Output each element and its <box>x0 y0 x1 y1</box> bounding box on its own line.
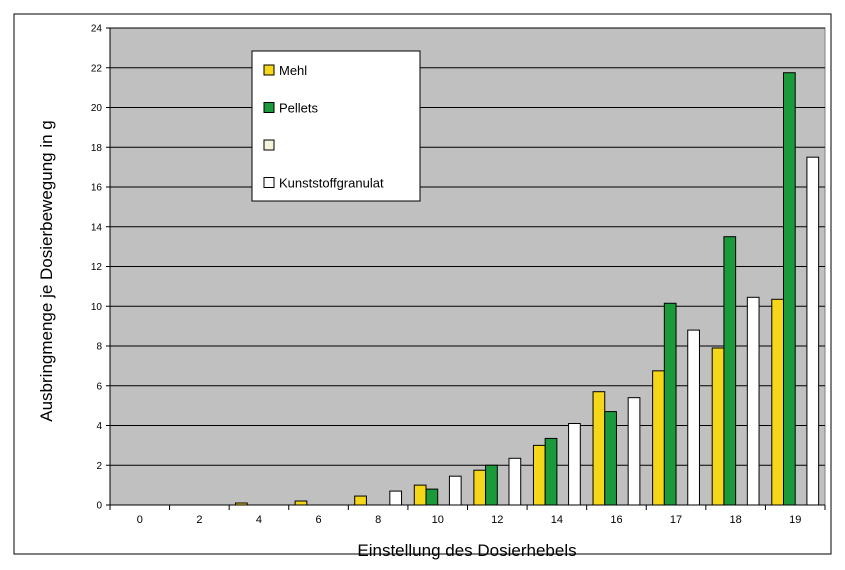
bar <box>806 156 820 506</box>
bar <box>473 469 487 506</box>
bar <box>652 370 665 506</box>
x-tick-label: 16 <box>610 514 622 526</box>
y-tick-label: 14 <box>91 222 103 233</box>
bar <box>425 488 439 506</box>
legend-swatch <box>263 177 275 188</box>
x-tick-label: 8 <box>375 514 381 526</box>
y-tick-label: 18 <box>91 143 103 154</box>
legend-box <box>251 50 421 202</box>
y-axis-title: Ausbringmenge je Dosierbewegung in g <box>37 120 56 421</box>
bar <box>604 411 617 506</box>
y-tick-label: 6 <box>96 381 102 392</box>
x-axis-title: Einstellung des Dosierhebels <box>357 541 576 560</box>
bar <box>783 72 796 506</box>
x-tick-label: 4 <box>256 514 262 526</box>
legend-swatch <box>263 64 275 76</box>
bar <box>592 391 606 506</box>
x-tick-labels: 0 2 4 6 8 10 12 14 16 17 18 19 <box>109 505 826 526</box>
bar <box>568 423 581 506</box>
x-tick-label: 10 <box>432 514 444 526</box>
legend-label: Kunststoffgranulat <box>279 176 384 191</box>
bar <box>663 302 677 506</box>
bar <box>771 298 784 506</box>
x-tick-label: 19 <box>789 514 801 526</box>
y-tick-label: 8 <box>96 342 102 353</box>
bar <box>485 464 498 506</box>
bar <box>294 500 308 506</box>
bar <box>354 495 367 506</box>
y-tick-label: 4 <box>96 421 102 432</box>
y-tick-label: 12 <box>91 262 103 273</box>
legend-swatch <box>263 102 275 113</box>
x-tick-label: 14 <box>551 514 563 526</box>
bar <box>413 484 427 506</box>
x-tick-label: 18 <box>730 514 742 526</box>
bar <box>508 457 522 506</box>
bar <box>723 236 737 506</box>
legend-label: Pellets <box>279 101 319 116</box>
legend-label: Mehl <box>279 63 307 78</box>
y-tick-label: 24 <box>91 24 103 35</box>
gridlines <box>110 27 825 466</box>
legend: Mehl Pellets Kunststoffgranulat <box>251 50 421 202</box>
y-tick-label: 22 <box>91 63 103 74</box>
x-tick-label: 0 <box>137 514 143 526</box>
bar <box>544 437 558 506</box>
bar <box>746 296 760 506</box>
x-tick-label: 17 <box>670 514 682 526</box>
y-tick-label: 20 <box>91 103 103 114</box>
x-tick-label: 2 <box>196 514 202 526</box>
y-tick-label: 16 <box>91 183 103 194</box>
bar <box>532 444 546 506</box>
bar <box>627 397 641 506</box>
bar <box>711 347 725 506</box>
x-tick-label: 6 <box>315 514 321 526</box>
x-tick-label: 12 <box>491 514 503 526</box>
bar <box>448 475 462 506</box>
legend-swatch <box>263 139 275 151</box>
bar <box>687 329 700 506</box>
y-tick-label: 2 <box>96 461 102 472</box>
y-tick-label: 0 <box>96 501 102 512</box>
bar <box>389 490 403 506</box>
y-tick-label: 10 <box>91 302 103 313</box>
bars <box>235 72 820 506</box>
